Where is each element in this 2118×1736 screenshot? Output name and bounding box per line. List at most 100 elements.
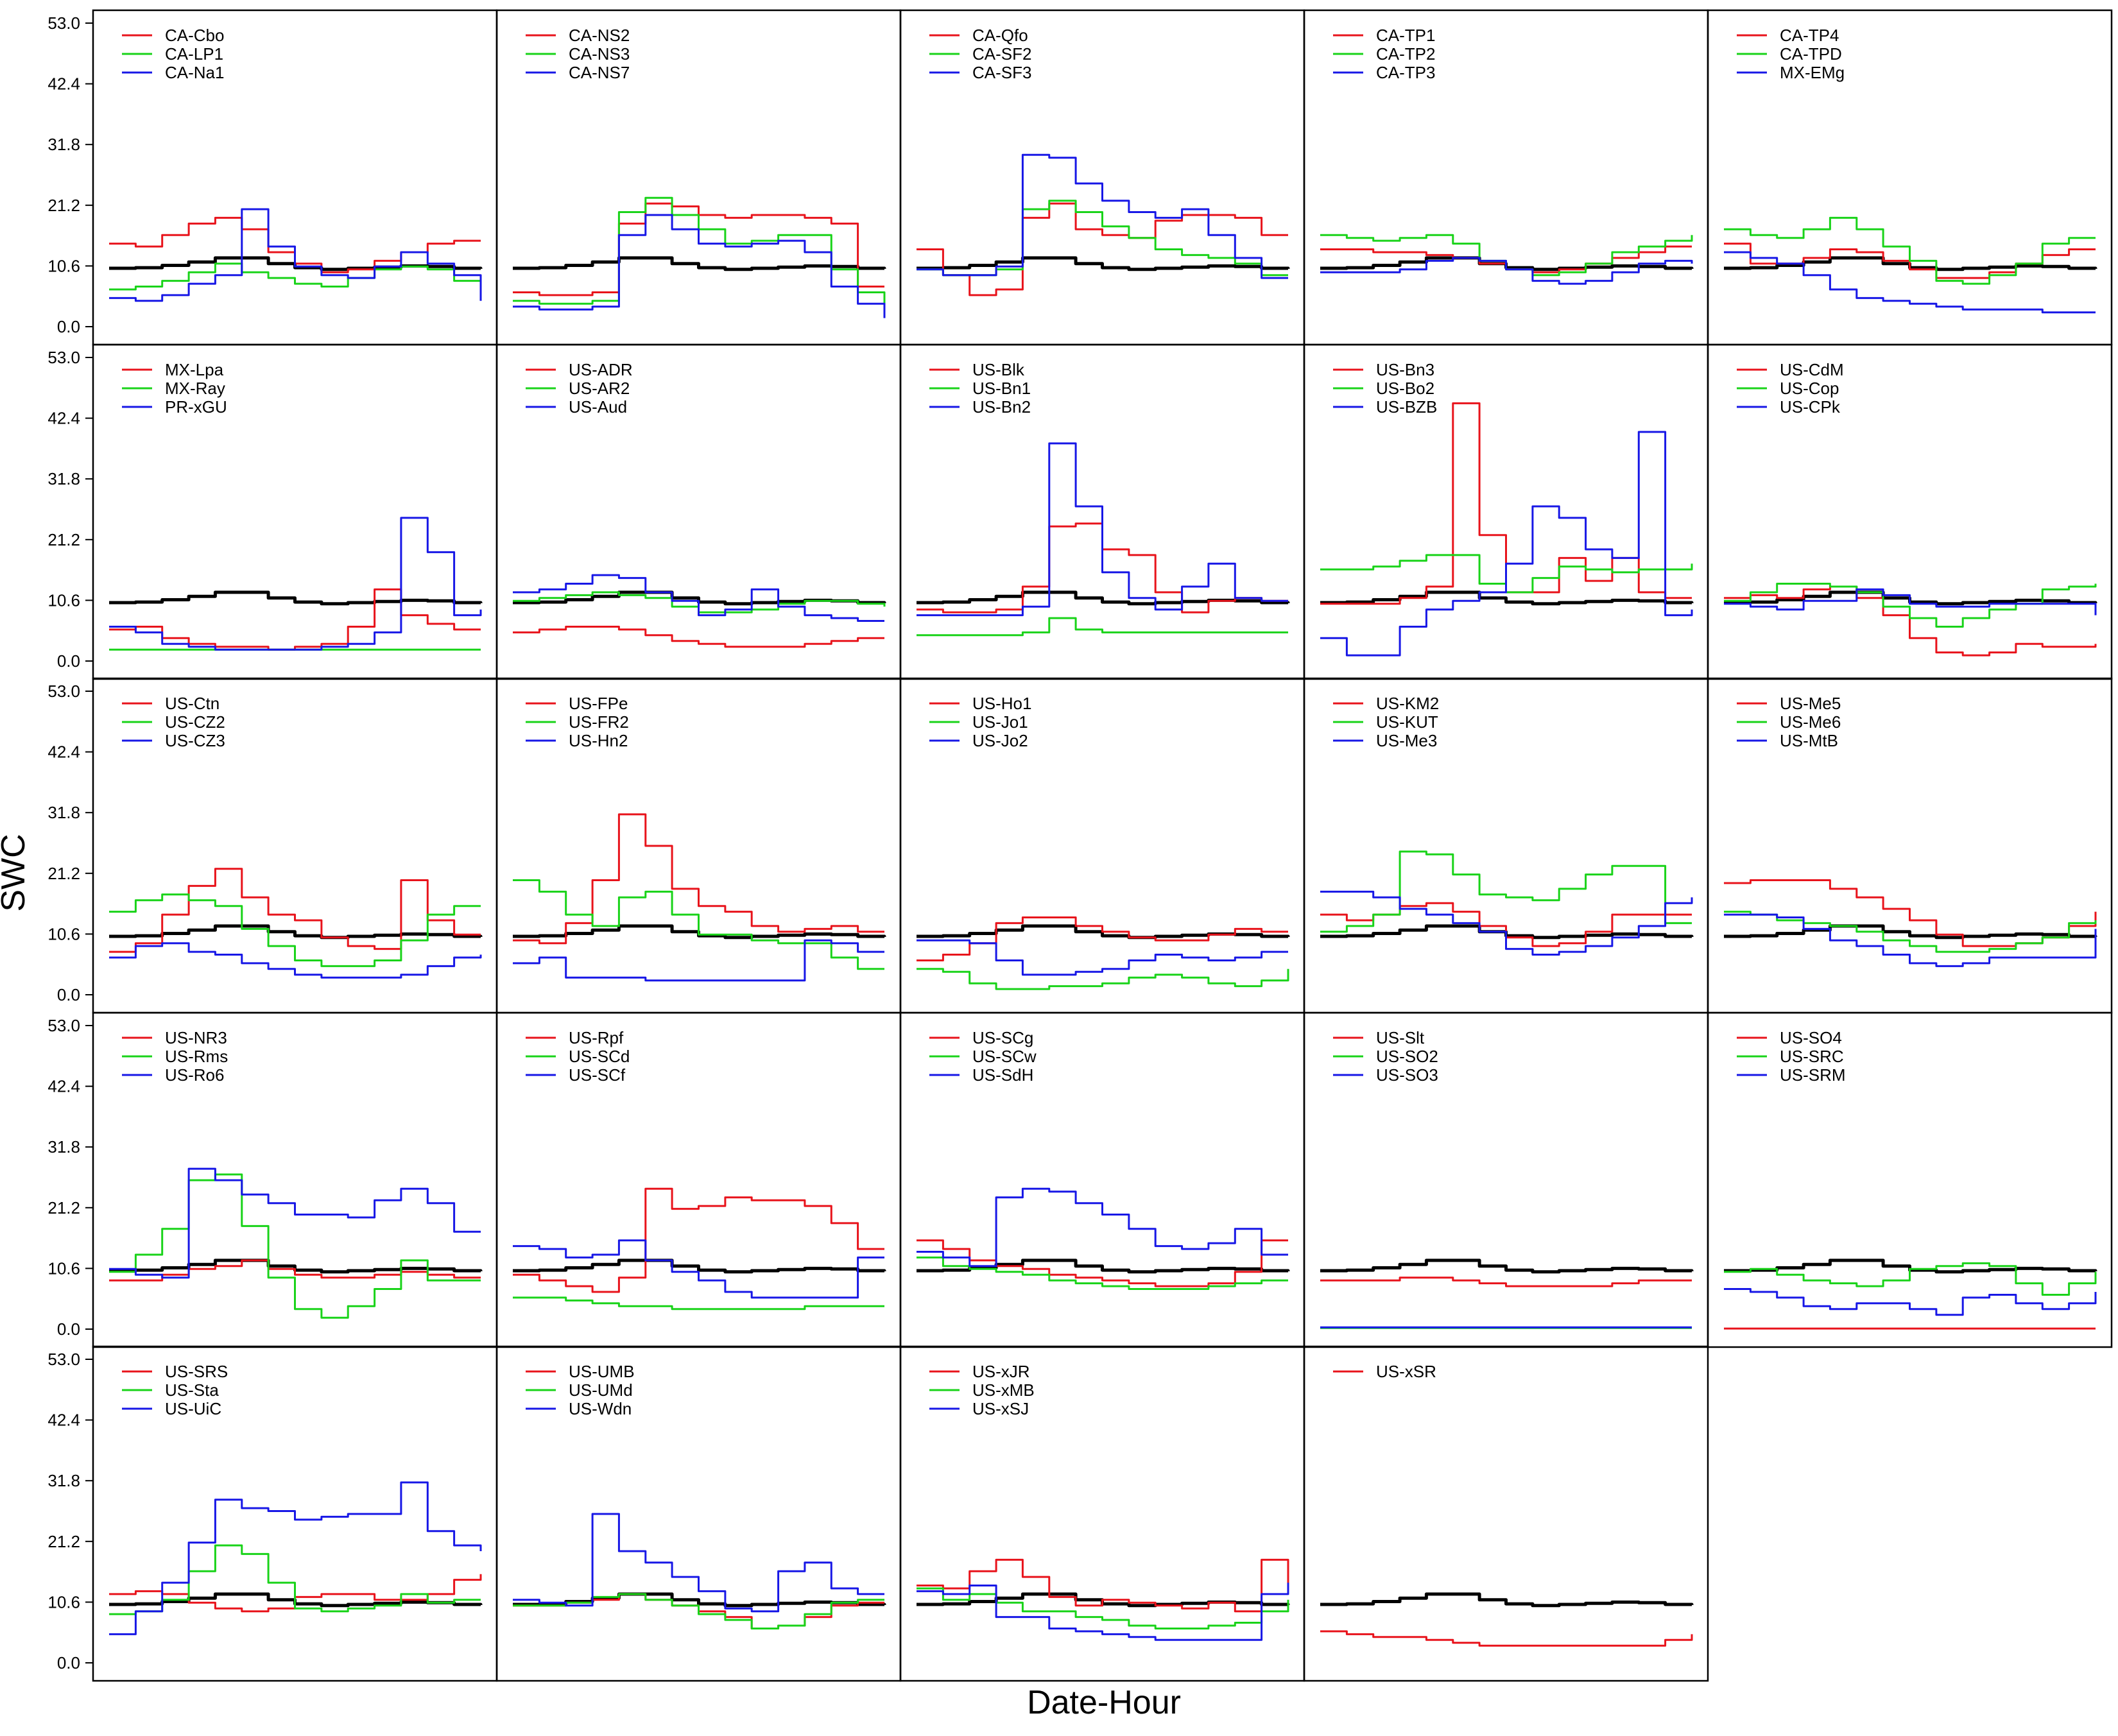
y-tick-label: 42.4 <box>47 1077 80 1096</box>
legend-label: US-Me5 <box>1780 694 1841 713</box>
reference-line <box>109 924 483 940</box>
legend-label: CA-SF2 <box>972 44 1031 64</box>
reference-line <box>1724 924 2097 940</box>
y-tick-label: 31.8 <box>47 1137 80 1156</box>
y-tick-label: 10.6 <box>47 256 80 275</box>
series-line <box>1320 554 1693 594</box>
y-tick-label: 10.6 <box>47 590 80 610</box>
y-tick-label: 53.0 <box>47 1350 80 1369</box>
legend-label: US-Wdn <box>569 1399 632 1418</box>
legend-label: US-FR2 <box>569 712 629 732</box>
y-tick-label: 42.4 <box>47 409 80 428</box>
legend-label: US-Bo2 <box>1376 379 1434 398</box>
legend-label: CA-TP4 <box>1780 26 1839 45</box>
series-line <box>109 1173 481 1319</box>
series-line <box>917 1256 1288 1290</box>
legend-label: US-Sta <box>165 1380 219 1400</box>
legend-label: US-Hn2 <box>569 731 628 750</box>
legend-label: CA-TP3 <box>1376 63 1435 82</box>
legend-label: US-Rms <box>165 1047 228 1066</box>
series-line <box>513 1239 884 1299</box>
series-line <box>513 813 884 945</box>
series-line <box>1724 583 2097 628</box>
panel-frame <box>899 1011 1305 1348</box>
reference-line <box>1724 256 2097 271</box>
panel-frame <box>92 677 498 1014</box>
series-line <box>109 517 482 651</box>
y-tick-label: 21.2 <box>47 196 80 215</box>
series-line <box>1320 257 1693 285</box>
y-tick-label: 0.0 <box>57 1653 80 1672</box>
series-line <box>513 879 884 970</box>
legend-label: US-xJR <box>972 1362 1030 1381</box>
y-tick-label: 53.0 <box>47 348 80 367</box>
legend-label: US-SCf <box>569 1065 626 1085</box>
reference-line <box>1724 1259 2097 1274</box>
legend-label: CA-LP1 <box>165 44 223 64</box>
series-line <box>1320 1630 1693 1647</box>
legend-label: US-ADR <box>569 360 633 379</box>
legend-label: CA-TP1 <box>1376 26 1435 45</box>
legend-label: US-xMB <box>972 1380 1035 1400</box>
legend-label: US-CZ2 <box>165 712 225 732</box>
legend-label: US-Rpf <box>569 1028 624 1047</box>
series-line <box>513 1296 884 1311</box>
legend-label: US-UMB <box>569 1362 635 1381</box>
series-line <box>109 1481 482 1635</box>
series-line <box>917 1583 1289 1641</box>
reference-line <box>513 924 886 940</box>
legend-label: US-CPk <box>1780 397 1841 417</box>
series-line <box>513 1513 884 1613</box>
legend-label: US-SO4 <box>1780 1028 1842 1047</box>
series-line <box>1320 431 1693 657</box>
legend-label: US-Blk <box>972 360 1025 379</box>
series-line <box>917 916 1288 961</box>
y-tick-label: 53.0 <box>47 1016 80 1035</box>
legend-label: US-CdM <box>1780 360 1844 379</box>
panel-frame <box>1303 9 1709 346</box>
reference-line <box>1320 1592 1694 1608</box>
y-tick-label: 31.8 <box>47 469 80 488</box>
reference-line <box>513 1592 886 1608</box>
legend-label: US-FPe <box>569 694 628 713</box>
panel-frame <box>1707 9 2113 346</box>
series-line <box>917 1239 1288 1287</box>
panel-frame <box>495 677 902 1014</box>
legend-label: US-Me6 <box>1780 712 1841 732</box>
y-tick-label: 10.6 <box>47 924 80 943</box>
y-tick-label: 10.6 <box>47 1592 80 1611</box>
panel-frame <box>1707 1011 2113 1348</box>
legend-label: US-KM2 <box>1376 694 1439 713</box>
y-tick-label: 0.0 <box>57 985 80 1004</box>
legend-label: US-AR2 <box>569 379 630 398</box>
series-line <box>1724 588 2097 615</box>
panels-layer: 53.0 42.4 31.8 21.2 10.6 0.0 53.0 42.4 31.8 21.2 1… <box>47 9 2113 1682</box>
legend-label: US-KUT <box>1376 712 1438 732</box>
legend-label: US-BZB <box>1376 397 1437 417</box>
series-line <box>513 939 884 982</box>
y-tick-label: 0.0 <box>57 651 80 671</box>
reference-line <box>109 590 483 606</box>
y-tick-label: 21.2 <box>47 1532 80 1551</box>
legend-label: US-SRM <box>1780 1065 1846 1085</box>
legend-label: US-xSR <box>1376 1362 1436 1381</box>
legend-label: CA-NS3 <box>569 44 630 64</box>
panel-frame <box>899 9 1305 346</box>
y-tick-label: 21.2 <box>47 530 80 549</box>
legend-label: CA-NS2 <box>569 26 630 45</box>
series-line <box>1724 1262 2097 1296</box>
legend-label: CA-TP2 <box>1376 44 1435 64</box>
legend-label: MX-EMg <box>1780 63 1845 82</box>
legend-label: US-SCd <box>569 1047 630 1066</box>
series-line <box>109 868 481 953</box>
series-line <box>109 208 482 302</box>
series-line <box>109 1544 481 1615</box>
legend-label: US-Jo2 <box>972 731 1028 750</box>
legend-label: US-Slt <box>1376 1028 1425 1047</box>
y-tick-label: 0.0 <box>57 1319 80 1339</box>
series-line <box>1320 850 1692 933</box>
y-tick-label: 42.4 <box>47 74 80 94</box>
y-tick-label: 42.4 <box>47 1411 80 1430</box>
